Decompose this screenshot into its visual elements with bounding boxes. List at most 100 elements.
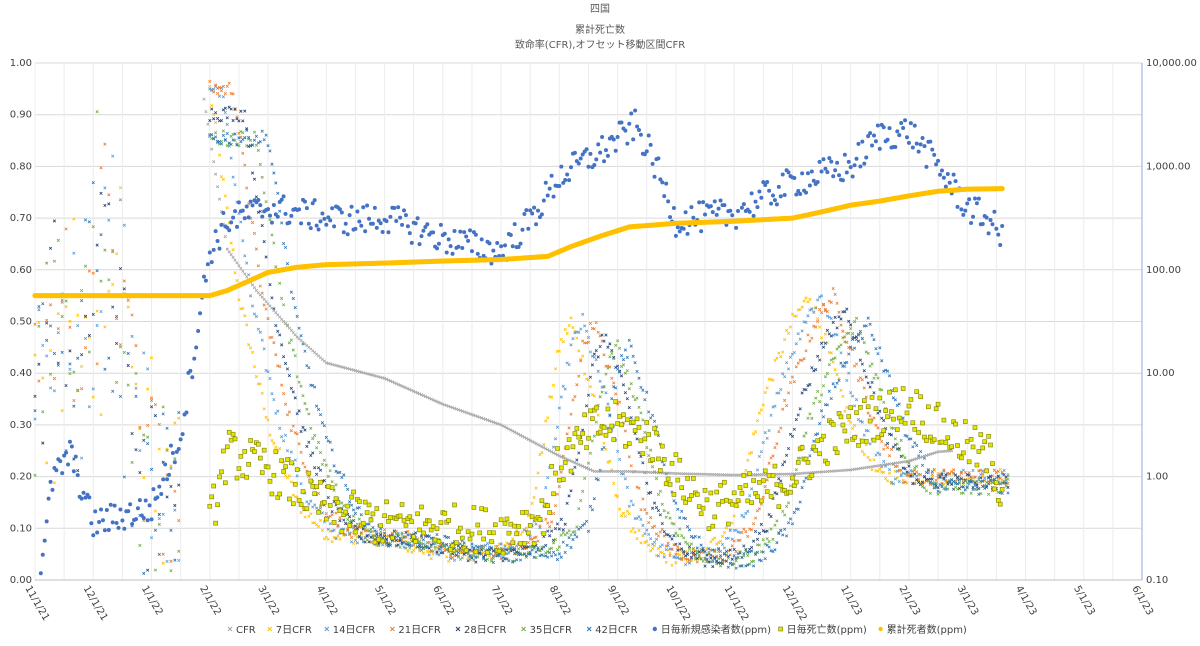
daily-case-point bbox=[728, 208, 733, 213]
cfr-point bbox=[577, 374, 581, 378]
cfr-point bbox=[963, 478, 967, 482]
daily-death-point bbox=[508, 521, 514, 527]
cfr-point bbox=[557, 527, 561, 531]
daily-death-point bbox=[891, 416, 896, 422]
cfr-overall-point bbox=[452, 406, 457, 410]
cfr-point bbox=[759, 559, 763, 563]
cfr-point bbox=[400, 531, 404, 535]
cfr-point bbox=[814, 305, 818, 309]
daily-death-point bbox=[809, 472, 815, 478]
cfr-point bbox=[687, 545, 692, 549]
cfr-point bbox=[616, 494, 620, 499]
cfr-point bbox=[489, 559, 493, 563]
daily-case-point bbox=[81, 490, 86, 495]
cfr-point bbox=[845, 307, 849, 311]
legend-label: 21日CFR bbox=[398, 625, 440, 636]
cfr-point bbox=[316, 491, 321, 495]
cfr-overall-point bbox=[557, 454, 561, 458]
cfr-point bbox=[788, 380, 793, 385]
cfr-point bbox=[579, 327, 583, 331]
daily-death-point bbox=[821, 433, 826, 439]
daily-case-point bbox=[46, 496, 51, 501]
cfr-point bbox=[114, 380, 119, 384]
daily-death-point bbox=[481, 536, 486, 542]
cfr-point bbox=[808, 454, 812, 458]
daily-case-point bbox=[458, 229, 463, 234]
cfr-point bbox=[297, 409, 301, 413]
daily-case-point bbox=[155, 495, 160, 500]
cfr-point bbox=[371, 525, 375, 530]
cfr-point bbox=[551, 445, 556, 449]
cfr-point bbox=[649, 448, 653, 452]
daily-death-point bbox=[259, 470, 265, 475]
daily-case-point bbox=[40, 552, 45, 557]
cfr-point bbox=[649, 549, 653, 553]
cfr-point bbox=[45, 338, 49, 342]
cfr-point bbox=[641, 523, 645, 527]
cfr-point bbox=[550, 395, 554, 399]
daily-case-point bbox=[615, 134, 620, 139]
cfr-point bbox=[563, 522, 567, 526]
daily-death-point bbox=[228, 437, 234, 443]
cfr-point bbox=[384, 541, 389, 545]
daily-case-point bbox=[984, 215, 989, 220]
daily-death-point bbox=[292, 481, 298, 487]
cfr-point bbox=[285, 262, 290, 266]
cfr-point bbox=[270, 233, 274, 237]
daily-case-point bbox=[912, 123, 917, 128]
cfr-point bbox=[282, 391, 286, 396]
cfr-point bbox=[336, 524, 340, 528]
daily-death-point bbox=[510, 540, 516, 545]
cfr-point bbox=[649, 537, 653, 541]
y-right-tick-label: 0.10 bbox=[1146, 575, 1168, 586]
cfr-point bbox=[586, 378, 591, 382]
cfr-point bbox=[248, 294, 253, 298]
cfr-point bbox=[293, 396, 297, 400]
daily-death-point bbox=[409, 519, 415, 525]
cfr-overall-point bbox=[398, 383, 402, 387]
cfr-point bbox=[924, 470, 929, 474]
cfr-point bbox=[114, 341, 119, 346]
cfr-point bbox=[996, 469, 1000, 474]
daily-case-point bbox=[452, 229, 457, 234]
daily-case-point bbox=[837, 173, 842, 178]
cfr-overall-point bbox=[586, 467, 591, 471]
cfr-point bbox=[64, 227, 68, 231]
cfr-point bbox=[818, 400, 822, 404]
cfr-point bbox=[313, 503, 317, 507]
cfr-point bbox=[565, 331, 569, 335]
cfr-point bbox=[243, 136, 247, 140]
daily-death-point bbox=[656, 456, 661, 462]
cfr-point bbox=[309, 512, 313, 516]
cfr-point bbox=[862, 386, 866, 390]
cfr-point bbox=[849, 391, 853, 395]
daily-death-point bbox=[236, 466, 242, 471]
cfr-point bbox=[569, 533, 573, 537]
cfr-point bbox=[724, 549, 728, 554]
cfr-point bbox=[103, 203, 107, 208]
daily-death-point bbox=[722, 479, 727, 485]
daily-death-point bbox=[712, 514, 718, 520]
cfr-overall-point bbox=[447, 404, 451, 408]
cfr-point bbox=[781, 350, 785, 354]
cfr-point bbox=[581, 523, 585, 527]
cfr-point bbox=[315, 404, 319, 408]
cfr-point bbox=[344, 522, 348, 526]
cfr-point bbox=[732, 514, 736, 518]
daily-case-point bbox=[396, 205, 401, 210]
cfr-point bbox=[573, 529, 577, 534]
cfr-point bbox=[816, 432, 820, 436]
daily-death-point bbox=[215, 502, 220, 508]
cfr-point bbox=[458, 542, 462, 546]
cfr-point bbox=[664, 560, 668, 564]
cfr-point bbox=[551, 511, 556, 516]
cfr-point bbox=[899, 473, 903, 478]
daily-death-point bbox=[576, 434, 582, 440]
daily-case-point bbox=[112, 503, 117, 508]
daily-case-point bbox=[372, 205, 377, 210]
cfr-point bbox=[307, 412, 311, 416]
cfr-point bbox=[792, 350, 796, 355]
cfr-point bbox=[278, 333, 282, 337]
cfr-point bbox=[825, 328, 829, 332]
cfr-point bbox=[247, 135, 251, 140]
